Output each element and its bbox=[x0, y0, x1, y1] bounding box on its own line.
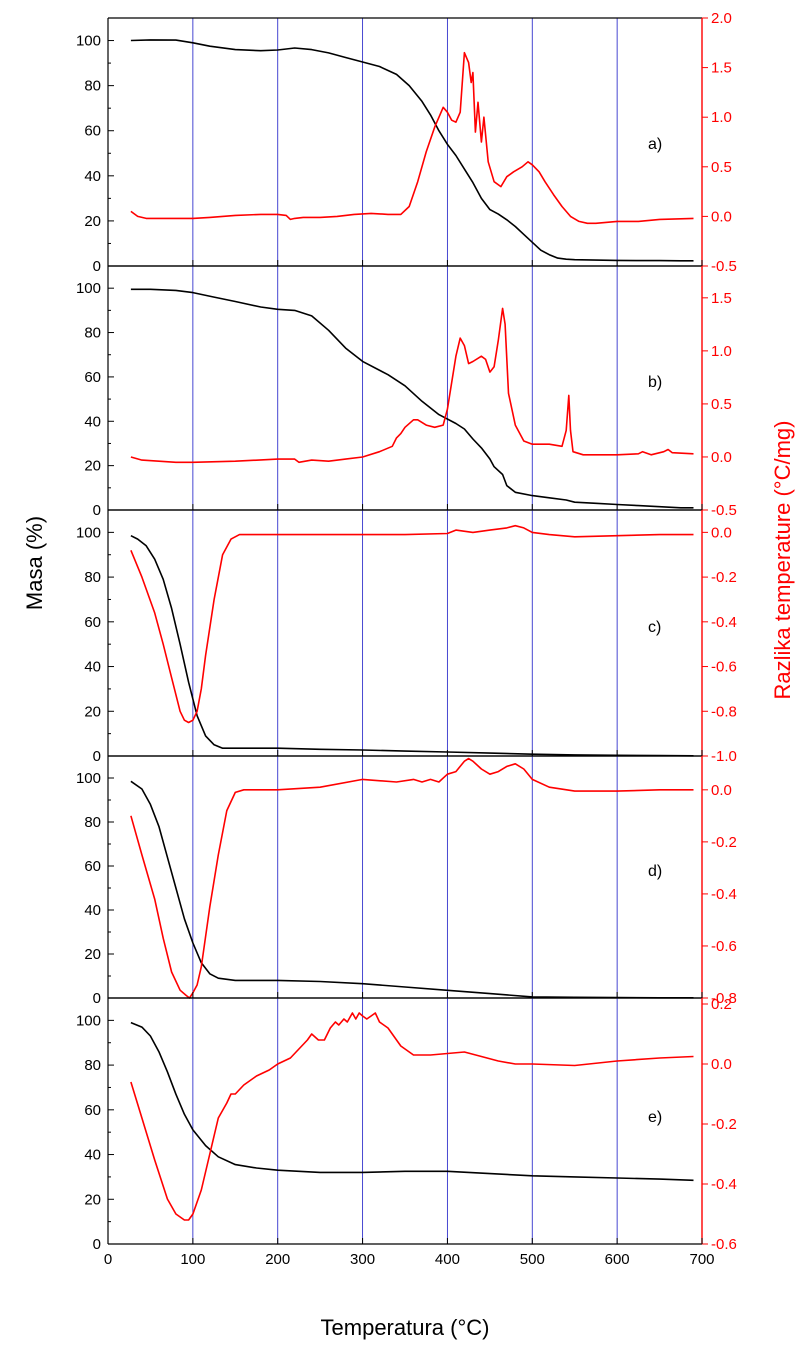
right-tick-label: -0.6 bbox=[711, 659, 737, 676]
left-tick-label: 80 bbox=[84, 1057, 101, 1074]
left-tick-label: 40 bbox=[84, 1147, 101, 1164]
left-tick-label: 0 bbox=[93, 1236, 101, 1253]
right-tick-label: 0.5 bbox=[711, 159, 732, 176]
right-tick-label: 0.5 bbox=[711, 396, 732, 413]
right-tick-label: 0.2 bbox=[711, 996, 732, 1013]
left-tick-label: 100 bbox=[76, 524, 101, 541]
right-tick-label: 1.0 bbox=[711, 343, 732, 360]
left-tick-label: 0 bbox=[93, 990, 101, 1007]
panel-label: e) bbox=[648, 1109, 662, 1126]
left-tick-label: 80 bbox=[84, 814, 101, 831]
x-tick-label: 600 bbox=[605, 1251, 630, 1268]
right-tick-label: 0.0 bbox=[711, 782, 732, 799]
right-tick-label: -0.2 bbox=[711, 569, 737, 586]
panel-1: 0 20 40 60 80 100 -0.5 0.0 0.5 1.0 1.5 2.0 a) bbox=[76, 10, 737, 275]
panel-5: 0 20 40 60 80 100 -0.6 -0.4 -0.2 0.0 0.2 e) bbox=[76, 996, 737, 1253]
left-tick-label: 20 bbox=[84, 946, 101, 963]
x-tick-label: 100 bbox=[180, 1251, 205, 1268]
x-tick-label: 300 bbox=[350, 1251, 375, 1268]
right-tick-label: 1.5 bbox=[711, 60, 732, 77]
dta-curve bbox=[130, 307, 694, 464]
right-tick-label: -1.0 bbox=[711, 748, 737, 765]
right-tick-label: -0.4 bbox=[711, 886, 737, 903]
left-tick-label: 100 bbox=[76, 33, 101, 50]
x-tick-label: 400 bbox=[435, 1251, 460, 1268]
right-tick-label: -0.2 bbox=[711, 1116, 737, 1133]
left-tick-label: 80 bbox=[84, 325, 101, 342]
left-tick-label: 0 bbox=[93, 502, 101, 519]
left-tick-label: 40 bbox=[84, 902, 101, 919]
left-tick-label: 20 bbox=[84, 213, 101, 230]
y-axis-title-left: Masa (%) bbox=[22, 516, 47, 610]
right-tick-label: 0.0 bbox=[711, 208, 732, 225]
x-tick-label: 500 bbox=[520, 1251, 545, 1268]
left-tick-label: 20 bbox=[84, 1191, 101, 1208]
right-tick-label: -0.5 bbox=[711, 258, 737, 275]
left-tick-label: 40 bbox=[84, 659, 101, 676]
left-tick-label: 0 bbox=[93, 258, 101, 275]
left-tick-label: 60 bbox=[84, 614, 101, 631]
panel-label: a) bbox=[648, 136, 662, 153]
left-tick-label: 100 bbox=[76, 280, 101, 297]
panels-layer: 0 20 40 60 80 100 -0.5 0.0 0.5 1.0 1.5 2.0 a) 0 20 40 60… bbox=[76, 10, 737, 1268]
left-tick-label: 0 bbox=[93, 748, 101, 765]
left-tick-label: 60 bbox=[84, 1102, 101, 1119]
right-tick-label: -0.6 bbox=[711, 1236, 737, 1253]
mass-curve bbox=[130, 534, 694, 757]
panel-label: c) bbox=[648, 619, 661, 636]
panel-4: 0 20 40 60 80 100 -0.8 -0.6 -0.4 -0.2 0.0 d) bbox=[76, 755, 737, 1007]
right-tick-label: -0.5 bbox=[711, 502, 737, 519]
panel-3: 0 20 40 60 80 100 -1.0 -0.8 -0.6 -0.4 -0.2 0.0 c) bbox=[76, 509, 737, 765]
right-tick-label: 2.0 bbox=[711, 10, 732, 27]
mass-curve bbox=[130, 288, 694, 509]
left-tick-label: 60 bbox=[84, 858, 101, 875]
right-tick-label: -0.4 bbox=[711, 1176, 737, 1193]
panel-label: b) bbox=[648, 374, 662, 391]
right-tick-label: 0.0 bbox=[711, 1056, 732, 1073]
right-tick-label: 1.5 bbox=[711, 290, 732, 307]
x-axis-title: Temperatura (°C) bbox=[321, 1315, 490, 1340]
panel-label: d) bbox=[648, 863, 662, 880]
left-tick-label: 40 bbox=[84, 413, 101, 430]
right-tick-label: 0.0 bbox=[711, 524, 732, 541]
left-tick-label: 60 bbox=[84, 123, 101, 140]
dta-curve bbox=[130, 51, 694, 225]
mass-curve bbox=[130, 39, 694, 262]
right-tick-label: -0.6 bbox=[711, 938, 737, 955]
left-tick-label: 80 bbox=[84, 569, 101, 586]
x-tick-label: 0 bbox=[104, 1251, 112, 1268]
dta-curve bbox=[130, 1012, 694, 1221]
left-tick-label: 60 bbox=[84, 369, 101, 386]
x-tick-label: 200 bbox=[265, 1251, 290, 1268]
mass-curve bbox=[130, 1021, 694, 1182]
mass-curve bbox=[130, 780, 694, 999]
dta-curve bbox=[130, 757, 694, 999]
left-tick-label: 20 bbox=[84, 458, 101, 475]
panel-2: 0 20 40 60 80 100 -0.5 0.0 0.5 1.0 1.5 b) bbox=[76, 265, 737, 519]
right-tick-label: 0.0 bbox=[711, 449, 732, 466]
left-tick-label: 20 bbox=[84, 703, 101, 720]
dta-curve bbox=[130, 524, 694, 724]
right-tick-label: -0.8 bbox=[711, 703, 737, 720]
left-tick-label: 40 bbox=[84, 168, 101, 185]
y-axis-title-right: Razlika temperature (°C/mg) bbox=[770, 421, 795, 700]
left-tick-label: 100 bbox=[76, 1012, 101, 1029]
right-tick-label: -0.2 bbox=[711, 834, 737, 851]
left-tick-label: 80 bbox=[84, 78, 101, 95]
right-tick-label: 1.0 bbox=[711, 109, 732, 126]
right-tick-label: -0.4 bbox=[711, 614, 737, 631]
left-tick-label: 100 bbox=[76, 770, 101, 787]
x-tick-label: 700 bbox=[689, 1251, 714, 1268]
right-tick-label: -0.8 bbox=[711, 990, 737, 1007]
